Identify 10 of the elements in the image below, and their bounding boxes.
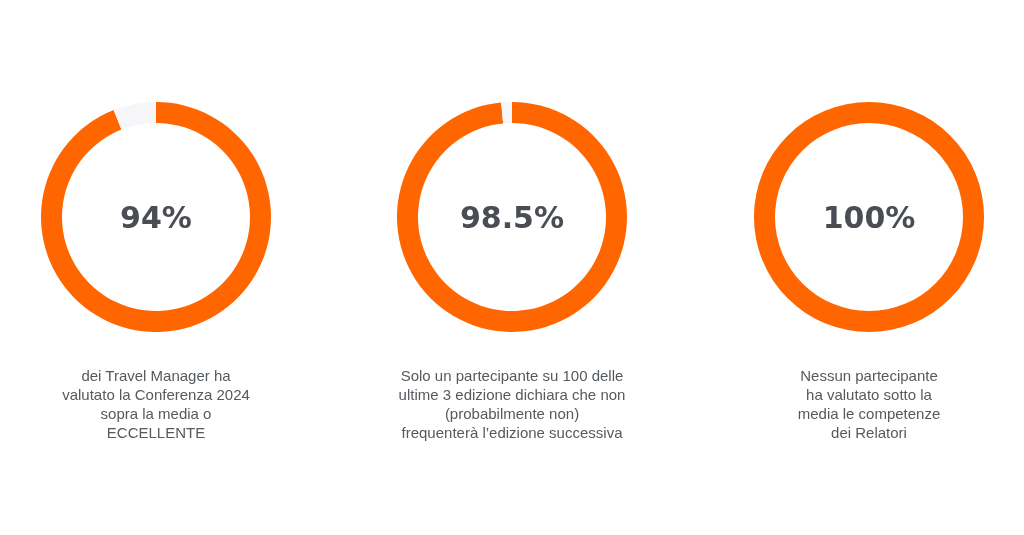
data-label: 98.5% bbox=[459, 199, 565, 235]
donut-slice bbox=[113, 102, 156, 130]
donut-slice bbox=[397, 102, 627, 332]
text: Nessun partecipante ha valutato sotto la media le competenze dei Relatori bbox=[797, 367, 941, 441]
text: dei Travel Manager ha valutato la Conferenza 2024 sopra la media o ECCELLENTE bbox=[62, 367, 250, 441]
donut-slice bbox=[501, 102, 512, 124]
data-label: 100% bbox=[822, 199, 916, 235]
donut-slice bbox=[41, 102, 271, 332]
data-label: 94% bbox=[120, 199, 192, 235]
text: Solo un partecipante su 100 delle ultime 3 edizione dichiara che non (probabilmente non) frequenterà l’edizione successiva bbox=[398, 367, 626, 441]
